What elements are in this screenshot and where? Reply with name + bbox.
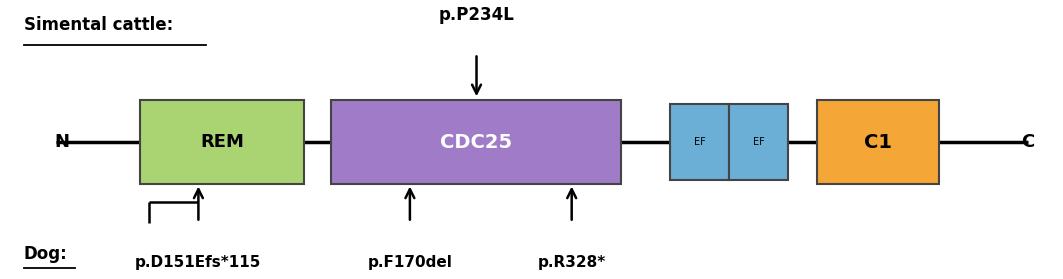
Text: Dog:: Dog: xyxy=(24,245,68,263)
FancyBboxPatch shape xyxy=(331,100,622,184)
Text: C1: C1 xyxy=(864,133,892,151)
Text: CDC25: CDC25 xyxy=(440,133,512,151)
Text: EF: EF xyxy=(694,137,706,147)
Text: C: C xyxy=(1022,133,1034,151)
Text: Simental cattle:: Simental cattle: xyxy=(24,16,173,34)
Text: REM: REM xyxy=(200,133,244,151)
Text: p.D151Efs*115: p.D151Efs*115 xyxy=(135,255,261,270)
FancyBboxPatch shape xyxy=(729,105,789,180)
FancyBboxPatch shape xyxy=(817,100,939,184)
Text: p.R328*: p.R328* xyxy=(538,255,606,270)
Text: N: N xyxy=(54,133,69,151)
Text: p.P234L: p.P234L xyxy=(439,6,514,24)
Text: p.F170del: p.F170del xyxy=(368,255,453,270)
FancyBboxPatch shape xyxy=(670,105,729,180)
Text: EF: EF xyxy=(753,137,764,147)
FancyBboxPatch shape xyxy=(140,100,304,184)
